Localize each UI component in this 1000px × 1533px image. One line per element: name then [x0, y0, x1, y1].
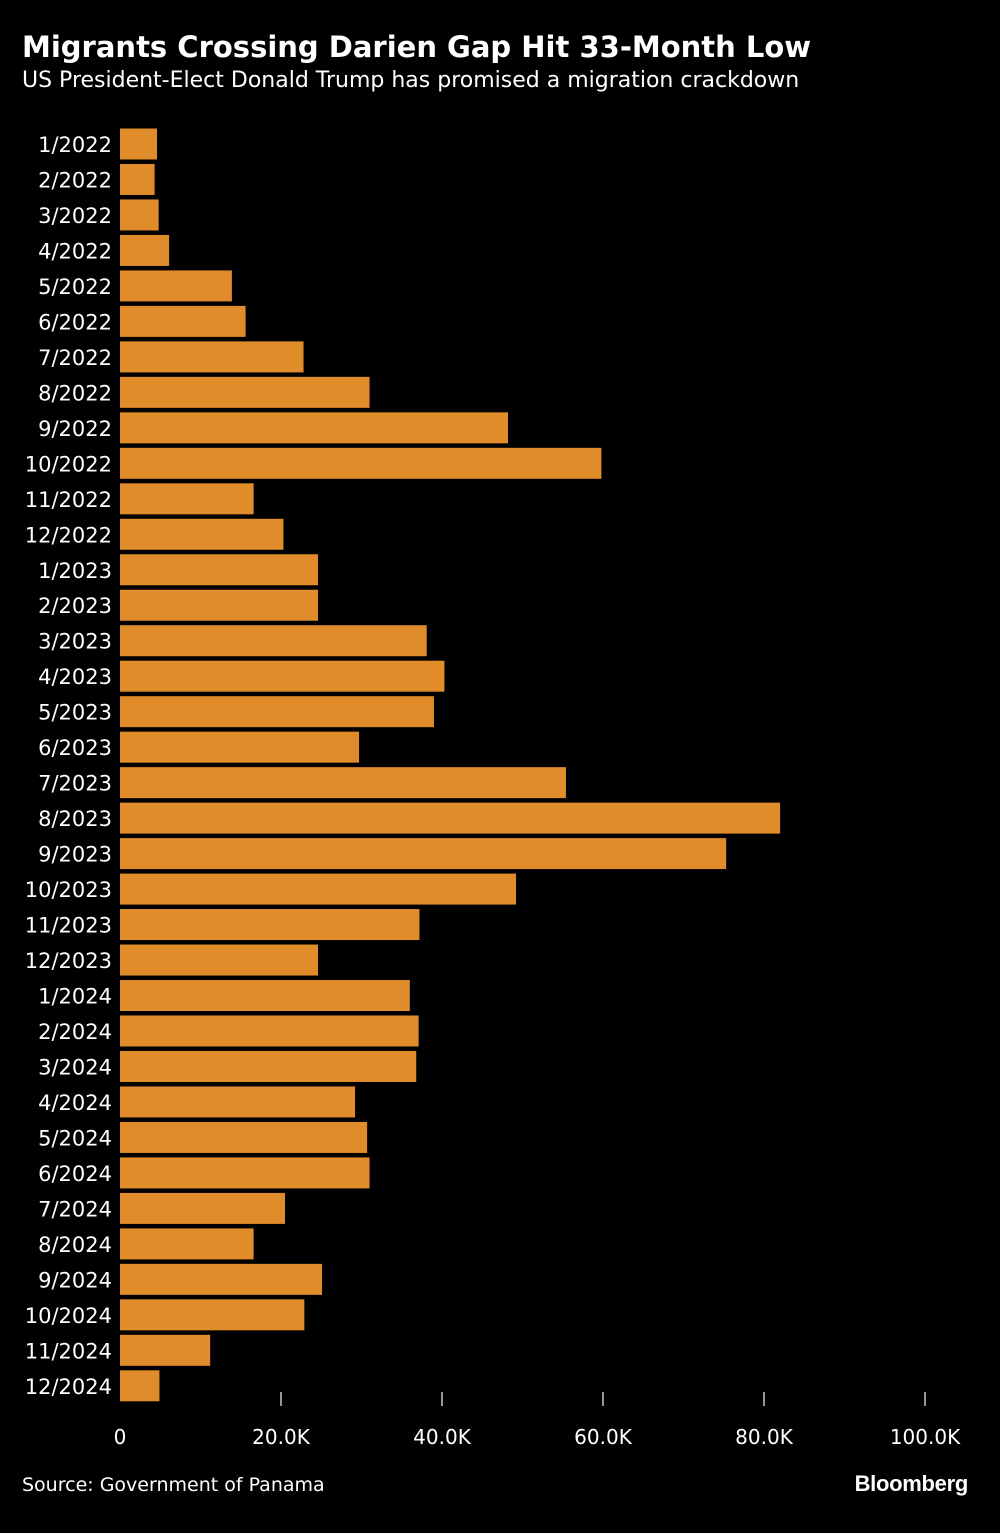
bar-5-2022 [120, 270, 232, 302]
category-label: 12/2024 [25, 1375, 112, 1399]
bar-4-2024 [120, 1086, 356, 1118]
category-label: 12/2023 [25, 949, 112, 973]
category-label: 3/2024 [38, 1055, 112, 1079]
chart-title: Migrants Crossing Darien Gap Hit 33-Mont… [22, 30, 812, 64]
chart-subtitle: US President-Elect Donald Trump has prom… [22, 68, 800, 93]
bar-10-2022 [120, 447, 602, 479]
category-label: 8/2022 [38, 381, 112, 405]
bar-6-2023 [120, 731, 360, 763]
bar-3-2023 [120, 625, 427, 657]
category-label: 7/2022 [38, 346, 112, 370]
category-label: 1/2022 [38, 133, 112, 157]
bar-2-2024 [120, 1015, 419, 1047]
category-label: 9/2024 [38, 1268, 112, 1292]
category-label: 1/2024 [38, 985, 112, 1009]
bar-11-2022 [120, 483, 254, 515]
category-label: 7/2023 [38, 772, 112, 796]
category-label: 4/2023 [38, 665, 112, 689]
category-label: 5/2023 [38, 701, 112, 725]
bar-5-2024 [120, 1121, 368, 1153]
x-tick-label: 60.0K [574, 1425, 633, 1449]
category-label: 11/2023 [25, 914, 112, 938]
category-label: 11/2024 [25, 1339, 112, 1363]
bar-3-2022 [120, 199, 159, 231]
bar-8-2024 [120, 1228, 254, 1260]
category-label: 10/2022 [25, 452, 112, 476]
bar-2-2023 [120, 589, 319, 621]
bar-12-2024 [120, 1370, 160, 1402]
bar-10-2024 [120, 1299, 305, 1331]
category-label: 10/2023 [25, 878, 112, 902]
bar-12-2022 [120, 518, 284, 550]
x-tick-label: 100.0K [890, 1425, 961, 1449]
x-tick-label: 80.0K [735, 1425, 794, 1449]
category-label: 4/2024 [38, 1091, 112, 1115]
category-label: 5/2024 [38, 1126, 112, 1150]
category-label: 4/2022 [38, 239, 112, 263]
bar-11-2024 [120, 1334, 211, 1366]
category-label: 6/2024 [38, 1162, 112, 1186]
bar-6-2022 [120, 305, 246, 337]
category-label: 1/2023 [38, 559, 112, 583]
category-label: 2/2024 [38, 1020, 112, 1044]
bar-5-2023 [120, 696, 434, 728]
bar-8-2022 [120, 376, 370, 408]
bar-1-2024 [120, 980, 410, 1012]
category-label: 5/2022 [38, 275, 112, 299]
x-tick-label: 0 [114, 1425, 127, 1449]
category-label: 12/2022 [25, 523, 112, 547]
bar-9-2023 [120, 838, 727, 870]
category-labels-group: 1/2022 2/2022 3/2022 4/2022 5/2022 6/2022 7/20… [25, 133, 112, 1399]
bar-9-2022 [120, 412, 509, 444]
x-axis-ticks-group: 0 20.0K 40.0K 60.0K 80.0K 100.0K [114, 1392, 961, 1449]
category-label: 11/2022 [25, 488, 112, 512]
bloomberg-logo: Bloomberg [854, 1471, 969, 1496]
category-label: 8/2023 [38, 807, 112, 831]
bar-4-2022 [120, 234, 170, 266]
bar-7-2024 [120, 1192, 286, 1224]
category-label: 6/2023 [38, 736, 112, 760]
bar-4-2023 [120, 660, 445, 692]
category-label: 9/2022 [38, 417, 112, 441]
bar-1-2022 [120, 128, 158, 160]
x-tick-label: 20.0K [252, 1425, 311, 1449]
bar-12-2023 [120, 944, 319, 976]
category-label: 2/2023 [38, 594, 112, 618]
category-label: 2/2022 [38, 168, 112, 192]
category-label: 3/2023 [38, 630, 112, 654]
bar-1-2023 [120, 554, 319, 586]
bar-9-2024 [120, 1263, 323, 1295]
source-note: Source: Government of Panama [22, 1474, 325, 1496]
bars-group [120, 128, 781, 1402]
bar-2-2022 [120, 163, 155, 195]
category-label: 10/2024 [25, 1304, 112, 1328]
x-tick-label: 40.0K [413, 1425, 472, 1449]
bar-7-2023 [120, 767, 566, 799]
bar-6-2024 [120, 1157, 370, 1189]
category-label: 3/2022 [38, 204, 112, 228]
bar-3-2024 [120, 1050, 417, 1082]
bar-11-2023 [120, 909, 420, 941]
category-label: 8/2024 [38, 1233, 112, 1257]
bar-8-2023 [120, 802, 781, 834]
category-label: 7/2024 [38, 1197, 112, 1221]
bar-7-2022 [120, 341, 304, 373]
category-label: 9/2023 [38, 843, 112, 867]
bar-10-2023 [120, 873, 517, 905]
category-label: 6/2022 [38, 310, 112, 334]
bar-chart: 1/2022 2/2022 3/2022 4/2022 5/2022 6/2022 7/20… [25, 128, 961, 1449]
